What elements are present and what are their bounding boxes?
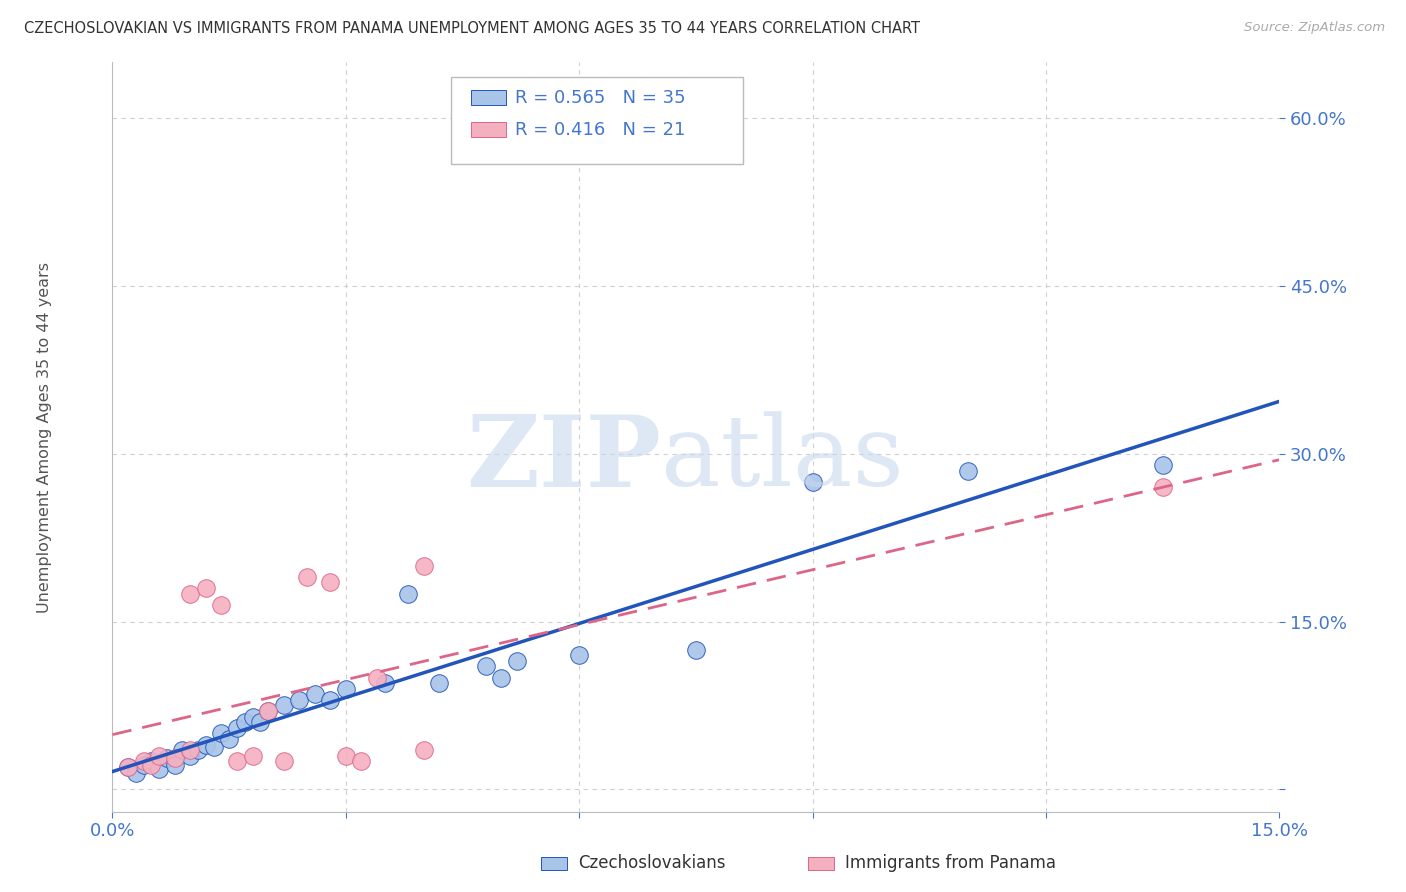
Point [957, 464, 980, 478]
Point [194, 738, 217, 752]
Point [1152, 480, 1174, 494]
Point [249, 715, 271, 730]
Point [366, 671, 388, 685]
Point [163, 757, 186, 772]
FancyBboxPatch shape [451, 78, 742, 163]
Point [491, 671, 513, 685]
Point [209, 598, 232, 612]
Point [233, 715, 256, 730]
Point [117, 760, 139, 774]
Point [172, 743, 194, 757]
Point [226, 721, 249, 735]
Point [125, 765, 148, 780]
Point [396, 587, 419, 601]
Point [179, 748, 201, 763]
Point [335, 681, 357, 696]
Point [412, 743, 434, 757]
Point [319, 693, 342, 707]
Text: Czechoslovakians: Czechoslovakians [578, 855, 725, 872]
Point [350, 755, 373, 769]
Point [141, 755, 163, 769]
Point [273, 755, 295, 769]
Point [412, 558, 434, 573]
Point [257, 704, 280, 718]
Point [475, 659, 498, 673]
Text: Immigrants from Panama: Immigrants from Panama [845, 855, 1056, 872]
Point [132, 755, 155, 769]
Point [179, 587, 201, 601]
Point [148, 762, 170, 776]
Point [273, 698, 295, 713]
Point [242, 748, 264, 763]
Point [374, 676, 396, 690]
Text: Unemployment Among Ages 35 to 44 years: Unemployment Among Ages 35 to 44 years [38, 261, 52, 613]
Point [427, 676, 450, 690]
Point [304, 687, 326, 701]
Point [209, 726, 232, 740]
Point [685, 642, 707, 657]
Point [242, 709, 264, 723]
Text: R = 0.416   N = 21: R = 0.416 N = 21 [515, 121, 686, 139]
Point [194, 581, 217, 595]
Point [163, 751, 186, 765]
Point [202, 739, 225, 754]
Point [132, 757, 155, 772]
Point [187, 743, 209, 757]
Point [295, 570, 318, 584]
Text: R = 0.565   N = 35: R = 0.565 N = 35 [515, 88, 686, 107]
Bar [471, 90, 506, 105]
Point [257, 704, 280, 718]
Point [506, 654, 529, 668]
Point [156, 751, 179, 765]
Point [117, 760, 139, 774]
Bar [471, 122, 506, 137]
Text: Source: ZipAtlas.com: Source: ZipAtlas.com [1244, 21, 1385, 35]
Point [801, 475, 824, 489]
Point [335, 748, 357, 763]
Text: CZECHOSLOVAKIAN VS IMMIGRANTS FROM PANAMA UNEMPLOYMENT AMONG AGES 35 TO 44 YEARS: CZECHOSLOVAKIAN VS IMMIGRANTS FROM PANAM… [24, 21, 920, 37]
Point [288, 693, 311, 707]
Point [319, 575, 342, 590]
Point [218, 732, 240, 747]
Text: atlas: atlas [661, 412, 904, 508]
Point [148, 748, 170, 763]
Point [568, 648, 591, 662]
Point [226, 755, 249, 769]
Text: ZIP: ZIP [465, 411, 661, 508]
Point [179, 743, 201, 757]
Point [1152, 458, 1174, 472]
Point [141, 757, 163, 772]
